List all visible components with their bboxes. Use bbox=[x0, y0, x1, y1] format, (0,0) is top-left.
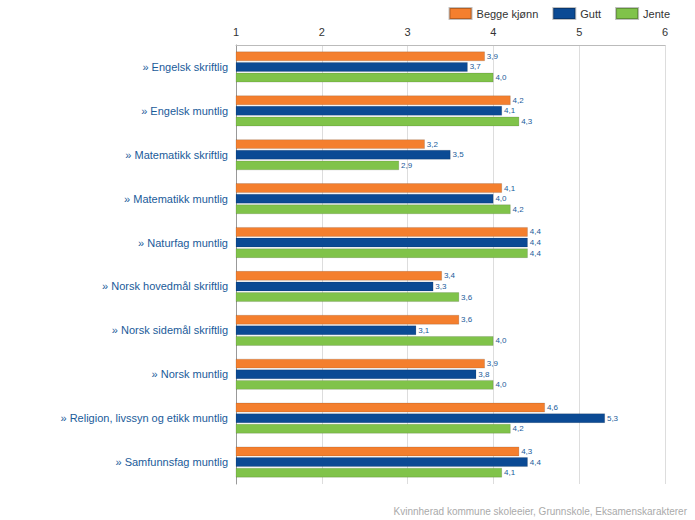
svg-text:3,4: 3,4 bbox=[444, 271, 456, 280]
svg-text:3,3: 3,3 bbox=[435, 282, 447, 291]
svg-text:» Naturfag muntlig: » Naturfag muntlig bbox=[138, 237, 228, 249]
svg-text:4,0: 4,0 bbox=[495, 194, 507, 203]
svg-text:3,9: 3,9 bbox=[487, 359, 499, 368]
svg-text:4,0: 4,0 bbox=[495, 380, 507, 389]
svg-text:4,0: 4,0 bbox=[495, 336, 507, 345]
svg-text:4,2: 4,2 bbox=[513, 96, 525, 105]
svg-text:4,2: 4,2 bbox=[513, 205, 525, 214]
svg-text:2: 2 bbox=[319, 26, 325, 38]
svg-text:3,7: 3,7 bbox=[470, 62, 482, 71]
svg-text:4: 4 bbox=[490, 26, 496, 38]
svg-text:» Engelsk skriftlig: » Engelsk skriftlig bbox=[142, 61, 228, 73]
svg-text:3: 3 bbox=[405, 26, 411, 38]
svg-text:4,3: 4,3 bbox=[521, 117, 533, 126]
svg-text:4,4: 4,4 bbox=[530, 227, 542, 236]
svg-text:4,1: 4,1 bbox=[504, 468, 516, 477]
svg-text:4,4: 4,4 bbox=[530, 238, 542, 247]
svg-text:4,4: 4,4 bbox=[530, 458, 542, 467]
svg-text:» Matematikk skriftlig: » Matematikk skriftlig bbox=[125, 149, 228, 161]
svg-text:Kvinnherad kommune skoleeier,: Kvinnherad kommune skoleeier, Grunnskole… bbox=[394, 506, 688, 517]
svg-text:3,5: 3,5 bbox=[453, 150, 465, 159]
svg-text:3,9: 3,9 bbox=[487, 52, 499, 61]
svg-text:» Norsk hovedmål skriftlig: » Norsk hovedmål skriftlig bbox=[102, 280, 228, 292]
svg-text:5: 5 bbox=[576, 26, 582, 38]
svg-text:» Norsk muntlig: » Norsk muntlig bbox=[152, 368, 228, 380]
svg-text:Gutt: Gutt bbox=[580, 8, 601, 20]
svg-text:3,6: 3,6 bbox=[461, 293, 473, 302]
svg-text:4,1: 4,1 bbox=[504, 106, 516, 115]
svg-text:3,6: 3,6 bbox=[461, 315, 473, 324]
svg-text:3,2: 3,2 bbox=[427, 140, 439, 149]
svg-text:» Samfunnsfag muntlig: » Samfunnsfag muntlig bbox=[115, 456, 228, 468]
svg-text:» Norsk sidemål skriftlig: » Norsk sidemål skriftlig bbox=[112, 324, 228, 336]
svg-text:4,3: 4,3 bbox=[521, 447, 533, 456]
svg-text:2,9: 2,9 bbox=[401, 161, 413, 170]
svg-text:» Engelsk muntlig: » Engelsk muntlig bbox=[141, 105, 228, 117]
svg-text:4,2: 4,2 bbox=[513, 424, 525, 433]
svg-text:3,1: 3,1 bbox=[418, 326, 430, 335]
svg-text:4,0: 4,0 bbox=[495, 73, 507, 82]
svg-text:4,4: 4,4 bbox=[530, 249, 542, 258]
svg-text:4,6: 4,6 bbox=[547, 403, 559, 412]
svg-text:» Matematikk muntlig: » Matematikk muntlig bbox=[124, 193, 228, 205]
svg-text:5,3: 5,3 bbox=[607, 414, 619, 423]
svg-text:» Religion, livssyn og etikk m: » Religion, livssyn og etikk muntlig bbox=[60, 412, 228, 424]
svg-text:3,8: 3,8 bbox=[478, 370, 490, 379]
svg-text:Jente: Jente bbox=[643, 8, 670, 20]
svg-text:1: 1 bbox=[233, 26, 239, 38]
svg-text:4,1: 4,1 bbox=[504, 184, 516, 193]
svg-text:6: 6 bbox=[662, 26, 668, 38]
svg-text:Begge kjønn: Begge kjønn bbox=[477, 8, 539, 20]
